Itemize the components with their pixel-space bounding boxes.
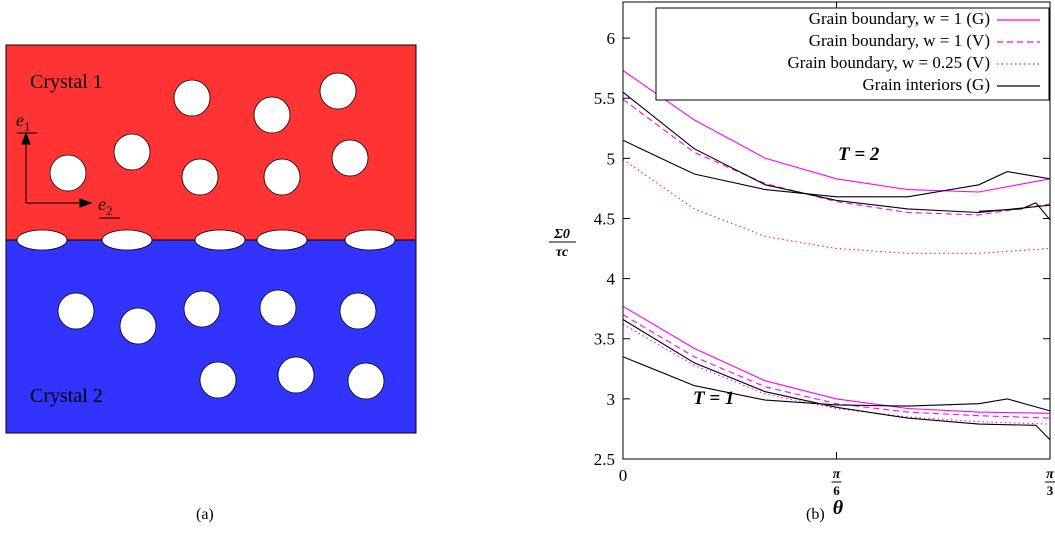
void	[119, 307, 157, 345]
crystal-1-label: Crystal 1	[30, 71, 103, 93]
x-tick-label: π3	[1045, 467, 1055, 498]
svg-text:π: π	[833, 467, 841, 482]
void	[347, 362, 385, 400]
void	[277, 356, 315, 394]
series-line-7	[622, 305, 1051, 414]
y-tick-label: 3	[607, 390, 616, 409]
y-tick-label: 3.5	[594, 330, 615, 349]
y-tick-label: 6	[607, 29, 616, 48]
panel-a-schematic: Crystal 1 Crystal 2 e1 e2	[5, 44, 417, 434]
annotation-t1: T = 1	[693, 388, 734, 409]
legend-entry-3: Grain boundary, w = 0.25 (V)	[787, 53, 990, 72]
x-axis-label: θ	[833, 497, 844, 519]
void	[253, 96, 291, 134]
void	[113, 133, 151, 171]
svg-text:Σ0: Σ0	[553, 227, 570, 242]
void	[199, 361, 237, 399]
void	[173, 79, 211, 117]
y-tick-label: 5	[607, 149, 616, 168]
void	[319, 72, 357, 110]
void	[57, 292, 95, 330]
void	[331, 139, 369, 177]
series-line-10	[622, 319, 1051, 441]
x-tick-label: π6	[831, 467, 842, 498]
crystal-2-region	[5, 239, 417, 434]
caption-a: (a)	[196, 506, 214, 523]
e1-label: e1	[16, 110, 31, 134]
svg-text:3: 3	[1047, 483, 1054, 498]
legend-entry-2: Grain boundary, w = 1 (V)	[809, 31, 990, 50]
void	[263, 158, 301, 196]
e2-label: e2	[98, 194, 113, 218]
series-line-6	[978, 202, 1051, 221]
void	[181, 158, 219, 196]
boundary-void	[16, 229, 68, 251]
void	[339, 292, 377, 330]
legend: Grain boundary, w = 1 (G) Grain boundary…	[655, 7, 1050, 101]
caption-b: (b)	[806, 506, 825, 523]
series-line-5	[622, 139, 1051, 198]
y-tick-label: 4.5	[594, 209, 615, 228]
series-line-9	[622, 323, 1051, 425]
svg-text:π: π	[1046, 467, 1054, 482]
svg-text:6: 6	[833, 483, 840, 498]
axis-arrows	[21, 131, 93, 208]
series-line-4	[622, 91, 1051, 214]
series-line-8	[622, 314, 1051, 419]
annotation-t2: T = 2	[838, 144, 880, 165]
crystal-2-label: Crystal 2	[30, 385, 103, 407]
y-tick-label: 4	[607, 270, 616, 289]
boundary-void	[194, 229, 246, 251]
void	[49, 154, 87, 192]
boundary-void	[256, 229, 308, 251]
void	[259, 289, 297, 327]
legend-entry-4: Grain interiors (G)	[863, 75, 990, 94]
y-axis-label: Σ0 τc	[549, 227, 576, 260]
series-line-2	[622, 98, 1051, 216]
y-tick-label: 2.5	[594, 450, 615, 469]
x-tick-label: 0	[619, 466, 628, 485]
svg-text:τc: τc	[556, 245, 569, 260]
boundary-void	[101, 229, 153, 251]
series-line-1	[622, 70, 1051, 193]
boundary-void	[344, 229, 396, 251]
void	[183, 290, 221, 328]
legend-entry-1: Grain boundary, w = 1 (G)	[809, 9, 990, 28]
y-tick-label: 5.5	[594, 89, 615, 108]
series-line-11	[622, 356, 1051, 412]
series-line-3	[622, 159, 1051, 254]
